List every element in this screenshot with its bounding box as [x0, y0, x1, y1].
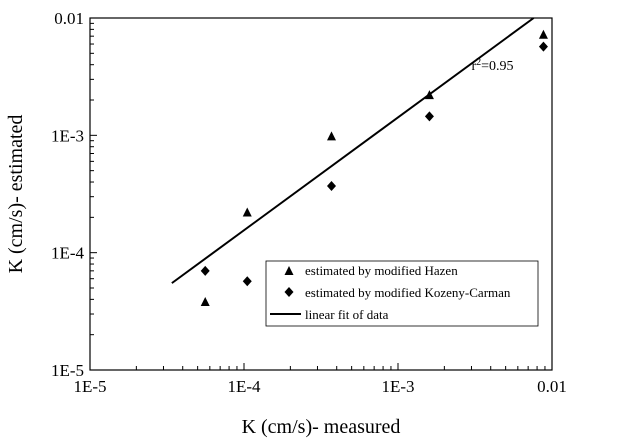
hazen-point — [200, 296, 210, 306]
fit-line-layer — [171, 17, 535, 284]
x-tick-label: 0.01 — [537, 377, 567, 396]
plot-frame — [89, 17, 553, 371]
legend-diamond-marker — [284, 287, 294, 297]
hazen-point — [242, 207, 252, 217]
y-tick-label: 1E-5 — [51, 361, 84, 380]
kozeny-carman-point — [200, 265, 210, 276]
legend-label-fit: linear fit of data — [305, 307, 389, 322]
y-axis-label: K (cm/s)- estimated — [5, 115, 27, 274]
kozeny-carman-point — [538, 41, 548, 52]
x-tick-label: 1E-5 — [73, 377, 106, 396]
x-axis-label: K (cm/s)- measured — [242, 416, 401, 438]
hazen-point — [538, 29, 548, 39]
hazen-point — [424, 90, 434, 100]
kozeny-carman-point — [242, 276, 252, 287]
x-axis-ticks: 1E-5 1E-4 1E-3 0.01 — [73, 363, 567, 396]
r-squared-annotation: r2=0.95 — [471, 57, 513, 75]
legend: estimated by modified Hazen estimated by… — [265, 260, 539, 327]
legend-label-hazen: estimated by modified Hazen — [305, 263, 458, 278]
y-tick-label: 1E-4 — [51, 244, 85, 263]
y-tick-label: 0.01 — [54, 9, 84, 28]
kozeny-carman-point — [327, 180, 337, 191]
legend-triangle-marker — [284, 266, 294, 275]
kozeny-carman-point — [424, 111, 434, 122]
x-tick-label: 1E-3 — [381, 377, 414, 396]
fit-line — [171, 17, 535, 284]
y-tick-label: 1E-3 — [51, 126, 84, 145]
y-axis-ticks: 1E-5 1E-4 1E-3 0.01 — [51, 9, 97, 380]
hazen-point — [327, 131, 337, 141]
x-tick-label: 1E-4 — [227, 377, 261, 396]
data-points — [200, 29, 548, 306]
legend-label-kozeny-carman: estimated by modified Kozeny-Carman — [305, 285, 511, 300]
